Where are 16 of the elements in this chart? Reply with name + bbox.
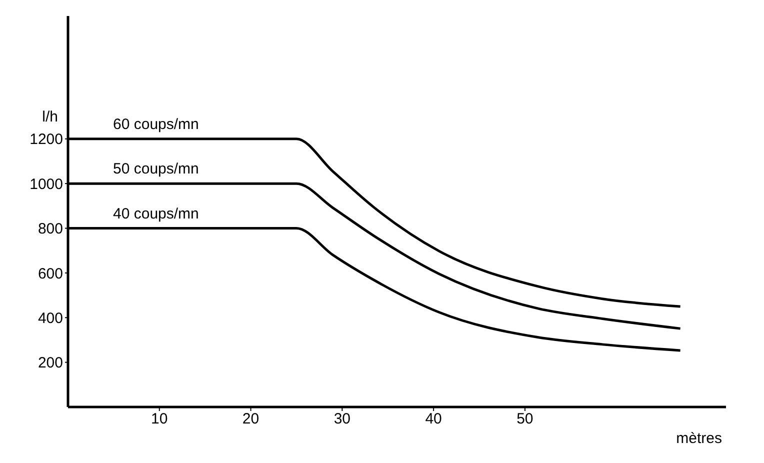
x-axis-title: mètres xyxy=(676,430,722,447)
y-axis-title: l/h xyxy=(42,108,58,126)
y-tick-label: 800 xyxy=(38,220,63,238)
x-tick-label: 50 xyxy=(516,410,534,428)
series-label: 60 coups/mn xyxy=(113,116,199,133)
x-tick-label: 40 xyxy=(425,410,442,428)
series-label: 40 coups/mn xyxy=(113,205,199,222)
series-label: 50 coups/mn xyxy=(113,160,199,178)
y-tick-label: 400 xyxy=(38,310,63,327)
x-tick-label: 30 xyxy=(334,410,351,428)
y-tick-label: 1200 xyxy=(30,131,63,148)
x-tick-label: 10 xyxy=(151,410,168,428)
y-tick-label: 200 xyxy=(38,354,63,372)
y-tick-label: 600 xyxy=(38,265,63,282)
y-tick-label: 1000 xyxy=(30,176,63,193)
x-tick-label: 20 xyxy=(242,410,260,428)
